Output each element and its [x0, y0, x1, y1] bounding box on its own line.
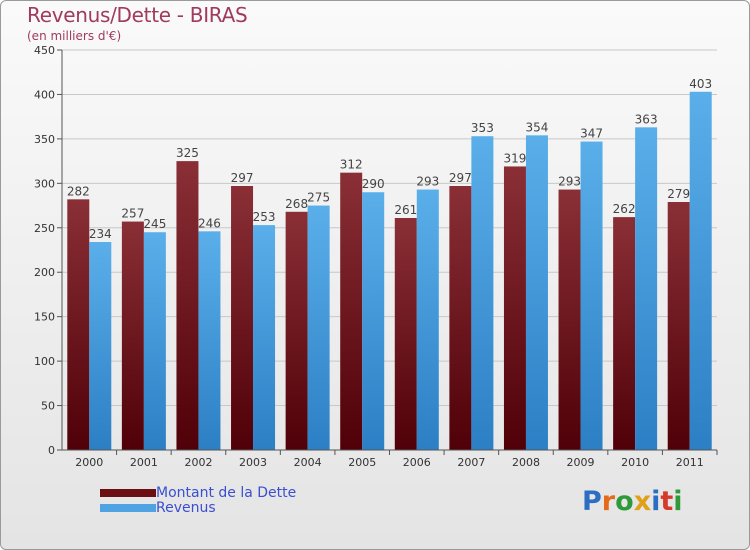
y-tick-label: 250 — [34, 222, 55, 235]
value-label-debt: 312 — [340, 158, 363, 172]
x-tick-label: 2008 — [512, 456, 540, 469]
bar-debt — [558, 189, 581, 451]
bar-revenue — [525, 135, 548, 451]
bar-revenue — [362, 192, 385, 450]
value-label-debt: 293 — [558, 175, 581, 189]
value-label-revenue: 234 — [89, 227, 112, 241]
logo-letter: i — [673, 486, 683, 517]
value-label-revenue: 347 — [580, 127, 603, 141]
bar-revenue — [471, 136, 494, 450]
y-tick-label: 300 — [34, 177, 55, 190]
legend-swatch-debt — [100, 489, 156, 497]
bar-debt — [394, 218, 417, 450]
value-label-revenue: 245 — [143, 217, 166, 231]
x-tick-label: 2006 — [403, 456, 431, 469]
bar-revenue — [89, 242, 112, 450]
chart-subtitle: (en milliers d'€) — [27, 29, 122, 43]
bar-debt — [176, 161, 199, 450]
proxiti-logo: Proxiti — [582, 486, 683, 517]
value-label-revenue: 363 — [635, 112, 658, 126]
bar-debt — [667, 202, 690, 450]
y-tick-label: 200 — [34, 266, 55, 279]
value-label-debt: 257 — [121, 207, 144, 221]
logo-letter: r — [601, 486, 616, 517]
value-label-debt: 297 — [231, 171, 254, 185]
bar-revenue — [307, 205, 330, 450]
value-label-debt: 262 — [613, 202, 636, 216]
bar-revenue — [635, 127, 658, 450]
legend-label-debt: Montant de la Dette — [156, 485, 297, 501]
bar-revenue — [689, 91, 712, 451]
x-tick-label: 2005 — [348, 456, 376, 469]
bar-debt — [340, 172, 363, 450]
logo-letter: i — [651, 486, 661, 517]
logo-letter: P — [582, 486, 602, 517]
y-tick-label: 0 — [48, 444, 55, 457]
bar-debt — [285, 211, 308, 450]
value-label-debt: 325 — [176, 146, 199, 160]
value-label-revenue: 253 — [253, 210, 276, 224]
value-label-debt: 261 — [394, 203, 417, 217]
value-label-revenue: 293 — [416, 175, 439, 189]
bar-revenue — [198, 231, 221, 450]
x-tick-label: 2004 — [294, 456, 322, 469]
x-tick-label: 2001 — [130, 456, 158, 469]
bar-debt — [121, 221, 144, 450]
logo-letter: t — [660, 486, 674, 517]
bar-revenue — [143, 232, 166, 450]
bar-revenue — [580, 141, 603, 451]
value-label-revenue: 354 — [526, 120, 549, 134]
x-tick-label: 2002 — [184, 456, 212, 469]
logo-letter: x — [633, 486, 652, 517]
value-label-revenue: 246 — [198, 216, 221, 230]
chart-title: Revenus/Dette - BIRAS — [27, 3, 248, 27]
value-label-revenue: 275 — [307, 191, 330, 205]
x-tick-label: 2003 — [239, 456, 267, 469]
value-label-debt: 282 — [67, 184, 90, 198]
logo-letter: o — [615, 486, 634, 517]
x-tick-label: 2010 — [621, 456, 649, 469]
value-label-debt: 279 — [667, 187, 690, 201]
x-tick-label: 2011 — [676, 456, 704, 469]
bar-debt — [231, 186, 254, 450]
value-label-revenue: 290 — [362, 177, 385, 191]
y-tick-label: 400 — [34, 88, 55, 101]
value-label-debt: 319 — [504, 151, 527, 165]
value-label-revenue: 353 — [471, 121, 494, 135]
bar-revenue — [416, 189, 439, 451]
bar-debt — [613, 217, 636, 450]
value-label-debt: 297 — [449, 171, 472, 185]
bar-debt — [449, 186, 472, 450]
y-tick-label: 100 — [34, 355, 55, 368]
legend-swatch-revenue — [100, 504, 156, 512]
bar-debt — [67, 199, 90, 450]
y-tick-label: 450 — [34, 44, 55, 57]
value-label-revenue: 403 — [689, 77, 712, 91]
bar-debt — [503, 166, 526, 450]
x-tick-label: 2000 — [75, 456, 103, 469]
x-tick-label: 2007 — [457, 456, 485, 469]
legend-label-revenue: Revenus — [156, 500, 216, 516]
y-tick-label: 50 — [41, 400, 55, 413]
bar-revenue — [253, 225, 276, 450]
value-label-debt: 268 — [285, 197, 308, 211]
y-tick-label: 150 — [34, 311, 55, 324]
y-tick-label: 350 — [34, 133, 55, 146]
x-tick-label: 2009 — [567, 456, 595, 469]
